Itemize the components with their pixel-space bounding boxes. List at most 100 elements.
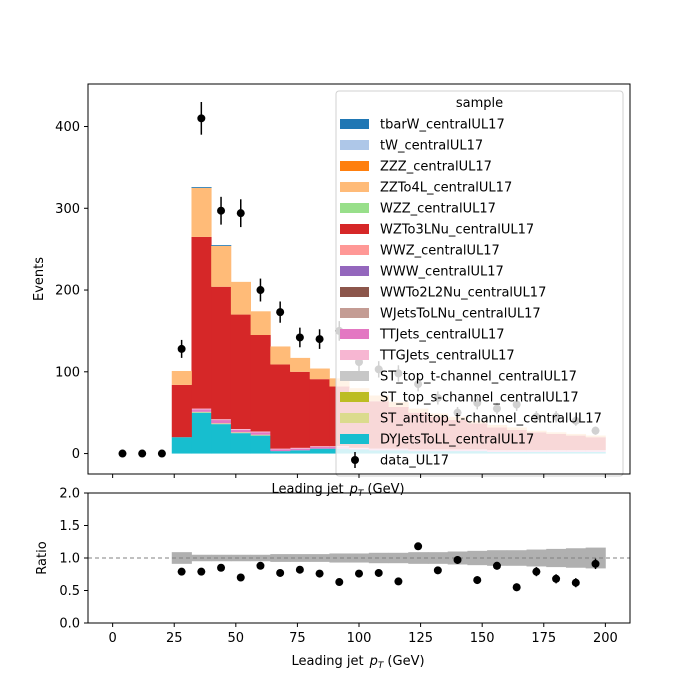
- bar-WZTo3LNu_centralUL17-bin-7: [250, 335, 271, 432]
- bar-DYJetsToLL_centralUL17-bin-3: [171, 437, 192, 454]
- legend-label: ZZTo4L_centralUL17: [380, 181, 512, 196]
- legend-swatch: [340, 266, 369, 276]
- legend-swatch: [340, 140, 369, 150]
- bar-DYJetsToLL_centralUL17-bin-4: [191, 412, 212, 454]
- ratio-point: [532, 567, 541, 576]
- ratio-point: [177, 567, 186, 576]
- legend-swatch: [340, 119, 369, 129]
- bar-ZZTo4L_centralUL17-bin-6: [230, 281, 251, 315]
- band-segment: [329, 553, 350, 563]
- bar-ZZTo4L_centralUL17-bin-7: [250, 311, 271, 336]
- bar-TTGJets_centralUL17-bin-5: [211, 419, 232, 421]
- ratio-x-tick-label: 125: [408, 631, 433, 646]
- ratio-point: [394, 577, 403, 586]
- legend: sample tbarW_centralUL17 tW_centralUL17 ZZZ…: [335, 90, 624, 477]
- bar-ST_antitop_t-channel_centralUL17-bin-7: [250, 434, 271, 436]
- bar-TTJets_centralUL17-bin-5: [211, 420, 232, 424]
- bar-DYJetsToLL_centralUL17-bin-9: [290, 450, 311, 454]
- main-y-tick-label: 100: [55, 365, 80, 380]
- data-point: [295, 333, 304, 342]
- legend-swatch: [340, 413, 369, 423]
- legend-label: WWTo2L2Nu_centralUL17: [380, 286, 546, 301]
- bar-DYJetsToLL_centralUL17-bin-7: [250, 435, 271, 454]
- bar-TTGJets_centralUL17-bin-4: [191, 408, 212, 410]
- bar-WZTo3LNu_centralUL17-bin-4: [191, 236, 212, 409]
- ratio-point: [256, 561, 265, 570]
- bar-TTJets_centralUL17-bin-10: [309, 447, 330, 449]
- main-y-tick-label: 0: [72, 447, 80, 462]
- ratio-points: [177, 542, 600, 592]
- ratio-point: [374, 568, 383, 577]
- bar-ZZTo4L_centralUL17-bin-8: [270, 346, 291, 365]
- legend-label: WJetsToLNu_centralUL17: [380, 307, 541, 322]
- bar-ST_antitop_t-channel_centralUL17-bin-4: [191, 411, 212, 413]
- data-point: [276, 308, 285, 317]
- bar-DYJetsToLL_centralUL17-bin-6: [230, 433, 251, 454]
- legend-box: [335, 90, 624, 477]
- bar-ST_antitop_t-channel_centralUL17-bin-6: [230, 432, 251, 434]
- ratio-point: [197, 567, 206, 576]
- ratio-point: [335, 578, 344, 587]
- ratio-x-tick-label: 175: [531, 631, 556, 646]
- bar-ZZTo4L_centralUL17-bin-9: [290, 357, 311, 372]
- legend-swatch: [340, 287, 369, 297]
- bar-ZZTo4L_centralUL17-bin-4: [191, 187, 212, 237]
- legend-swatch: [340, 245, 369, 255]
- bar-TTJets_centralUL17-bin-8: [270, 449, 291, 452]
- bar-ST_antitop_t-channel_centralUL17-bin-5: [211, 423, 232, 425]
- main-histogram-panel: sample tbarW_centralUL17 tW_centralUL17 ZZZ…: [32, 83, 631, 499]
- ratio-y-tick-label: 0.0: [59, 617, 80, 632]
- bar-ZZTo4L_centralUL17-bin-5: [211, 245, 232, 287]
- ratio-panel: 0 25 50 75 100 125 150 175 200 0.0 0.5 1.0 1.5 2.0 L…: [35, 487, 631, 671]
- band-segment: [349, 553, 370, 563]
- ratio-point: [433, 566, 442, 575]
- legend-label: tW_centralUL17: [380, 139, 483, 154]
- legend-swatch: [340, 224, 369, 234]
- data-point: [118, 449, 127, 458]
- bar-TTGJets_centralUL17-bin-8: [270, 448, 291, 450]
- legend-label: ST_top_t-channel_centralUL17: [380, 370, 577, 385]
- band-segment: [250, 554, 271, 562]
- ratio-point: [276, 568, 285, 577]
- bar-WZTo3LNu_centralUL17-bin-6: [230, 314, 251, 430]
- legend-label: data_UL17: [380, 454, 449, 469]
- ratio-point: [453, 555, 462, 564]
- data-point: [236, 209, 245, 218]
- bar-DYJetsToLL_centralUL17-bin-10: [309, 448, 330, 454]
- bar-TTGJets_centralUL17-bin-9: [290, 447, 311, 449]
- bar-TTJets_centralUL17-bin-6: [230, 429, 251, 433]
- bar-TTGJets_centralUL17-bin-7: [250, 431, 271, 433]
- ratio-y-tick-label: 0.5: [59, 584, 80, 599]
- data-point: [315, 335, 324, 344]
- legend-label: WWZ_centralUL17: [380, 244, 500, 259]
- main-y-ticks: 0 100 200 300 400: [55, 120, 88, 462]
- main-x-ticks: [112, 474, 606, 478]
- ratio-x-axis-label: Leading jet pT (GeV): [291, 654, 424, 671]
- ratio-y-axis-label: Ratio: [35, 541, 50, 574]
- ratio-point: [414, 542, 423, 551]
- ratio-x-tick-label: 150: [470, 631, 495, 646]
- legend-swatch: [340, 392, 369, 402]
- bar-TTJets_centralUL17-bin-7: [250, 432, 271, 435]
- data-point: [177, 344, 186, 353]
- data-point: [256, 286, 265, 295]
- legend-label: tbarW_centralUL17: [380, 118, 505, 133]
- data-point: [217, 206, 226, 215]
- ratio-point: [512, 583, 521, 592]
- bar-WZTo3LNu_centralUL17-bin-9: [290, 371, 311, 448]
- data-point: [197, 114, 206, 123]
- ratio-y-tick-label: 1.0: [59, 552, 80, 567]
- bar-ZZTo4L_centralUL17-bin-3: [171, 370, 192, 385]
- band-segment: [546, 548, 567, 568]
- band-segment: [565, 548, 587, 568]
- ratio-y-tick-label: 2.0: [59, 487, 80, 502]
- legend-title: sample: [456, 96, 503, 111]
- legend-swatch: [340, 434, 369, 444]
- bar-WZTo3LNu_centralUL17-bin-3: [171, 384, 192, 438]
- bar-WZTo3LNu_centralUL17-bin-5: [211, 286, 232, 420]
- main-y-tick-label: 300: [55, 202, 80, 217]
- bar-ZZTo4L_centralUL17-bin-10: [309, 368, 330, 380]
- legend-swatch: [340, 329, 369, 339]
- ratio-x-tick-label: 75: [289, 631, 306, 646]
